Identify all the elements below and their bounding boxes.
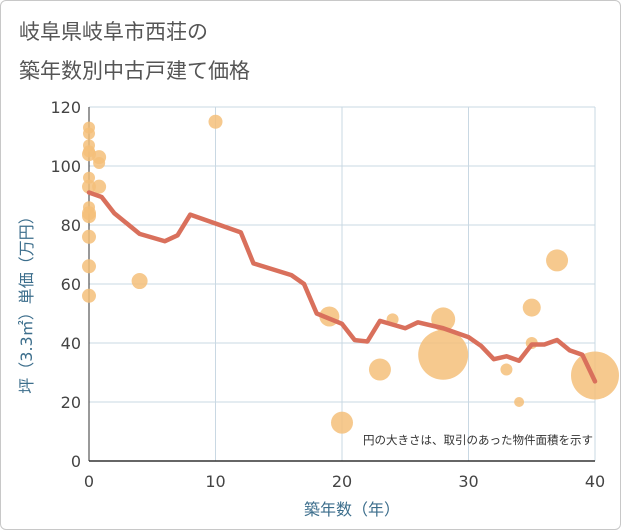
data-bubble: [83, 127, 95, 140]
data-bubble: [418, 329, 469, 380]
data-bubble: [82, 288, 96, 303]
data-bubble: [571, 351, 619, 400]
x-tick-label: 30: [458, 472, 478, 491]
average-line-series: [86, 190, 598, 384]
data-bubble: [208, 114, 223, 129]
x-tick-label: 10: [205, 472, 225, 491]
y-tick-label: 100: [50, 157, 81, 176]
x-tick-label: 20: [332, 472, 352, 491]
data-bubble: [331, 411, 353, 434]
bubble-series: [82, 114, 619, 434]
x-tick-label: 40: [585, 472, 605, 491]
y-tick-label: 20: [61, 393, 81, 412]
y-axis-ticks: 0 20 40 60 80 100 120: [50, 98, 81, 471]
size-legend-note: 円の大きさは、取引のあった物件面積を示す: [363, 433, 593, 447]
x-tick-label: 0: [84, 472, 94, 491]
y-tick-label: 120: [50, 98, 81, 117]
y-axis-title: 坪（3.3㎡）単価（万円）: [17, 208, 36, 393]
y-tick-label: 40: [61, 334, 81, 353]
data-bubble: [92, 179, 107, 194]
data-bubble: [82, 229, 96, 244]
data-bubble: [82, 259, 96, 274]
y-tick-label: 0: [71, 452, 81, 471]
x-axis-title: 築年数（年）: [304, 500, 400, 519]
data-bubble: [93, 157, 106, 170]
x-axis-ticks: 0 10 20 30 40: [84, 472, 605, 491]
data-bubble: [131, 273, 148, 290]
chart-title-line-1: 岐阜県岐阜市西荘の: [19, 20, 208, 44]
y-tick-label: 80: [61, 216, 81, 235]
grid-lines: [88, 106, 596, 462]
data-bubble: [546, 249, 569, 272]
chart-title-line-2: 築年数別中古戸建て価格: [19, 59, 250, 83]
data-bubble: [522, 298, 541, 317]
data-bubble: [500, 363, 513, 376]
data-bubble: [82, 209, 96, 224]
data-bubble: [368, 358, 391, 381]
data-bubble: [82, 179, 96, 194]
average-price-line: [86, 190, 598, 384]
data-bubble: [514, 397, 525, 407]
y-tick-label: 60: [61, 275, 81, 294]
